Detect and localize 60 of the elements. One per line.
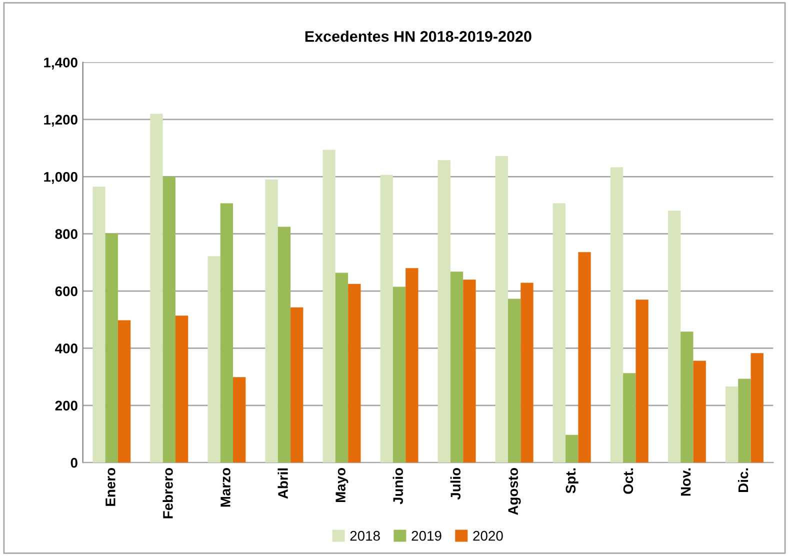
bar	[520, 282, 534, 463]
bar	[290, 307, 304, 463]
y-tick-label: 1,400	[44, 58, 78, 70]
y-tick-label: 1,000	[44, 172, 78, 184]
bar	[150, 114, 163, 463]
bar	[380, 174, 393, 463]
bar	[725, 386, 738, 463]
x-tick-label: Agosto	[508, 468, 521, 515]
x-tick-label: Julio	[450, 468, 461, 500]
bar	[162, 176, 176, 463]
x-tick-label: Marzo	[220, 468, 230, 507]
bar	[392, 286, 406, 463]
x-tick-label: Enero	[106, 468, 116, 506]
bar	[750, 353, 764, 463]
x-tick-label: Febrero	[162, 468, 173, 518]
x-tick-label: Nov.	[680, 468, 691, 496]
legend-label: 2019	[412, 530, 442, 541]
legend-label: 2018	[350, 530, 380, 541]
bar	[738, 378, 751, 463]
bar	[322, 150, 336, 463]
y-tick-label: 400	[55, 344, 78, 354]
bar	[552, 203, 566, 463]
bar	[495, 156, 508, 463]
bar	[265, 180, 278, 463]
bar	[208, 256, 220, 463]
y-tick-label: 800	[55, 229, 78, 240]
bar	[335, 272, 348, 463]
bar	[693, 360, 706, 463]
legend-label: 2020	[473, 530, 503, 541]
y-tick-label: 0	[70, 458, 78, 468]
bar	[278, 226, 291, 463]
bar	[233, 377, 246, 463]
bar	[463, 280, 476, 463]
bar	[668, 210, 681, 463]
bar	[118, 320, 131, 463]
bar	[438, 160, 450, 463]
bar	[680, 332, 694, 463]
bar	[566, 434, 578, 463]
bar	[610, 167, 624, 463]
y-tick-label: 1,200	[44, 114, 78, 127]
x-tick-label: Abril	[278, 468, 288, 499]
bar	[220, 203, 233, 463]
x-tick-label: Mayo	[336, 468, 348, 502]
x-tick-label: Spt.	[566, 468, 578, 494]
x-tick-label: Oct.	[623, 468, 634, 494]
bar	[105, 233, 118, 463]
x-tick-label: Junio	[392, 468, 403, 504]
bar	[578, 252, 591, 463]
bar	[623, 373, 636, 463]
bar	[92, 186, 106, 463]
bar	[406, 268, 418, 463]
bar	[508, 298, 521, 463]
bar	[450, 272, 464, 463]
y-tick-label: 200	[55, 400, 78, 411]
bar	[348, 284, 361, 463]
x-tick-label: Dic.	[738, 468, 748, 492]
y-tick-label: 600	[55, 286, 78, 296]
bar	[636, 300, 648, 463]
bar	[175, 316, 188, 463]
chart-title: Excedentes HN 2018-2019-2020	[305, 30, 532, 42]
